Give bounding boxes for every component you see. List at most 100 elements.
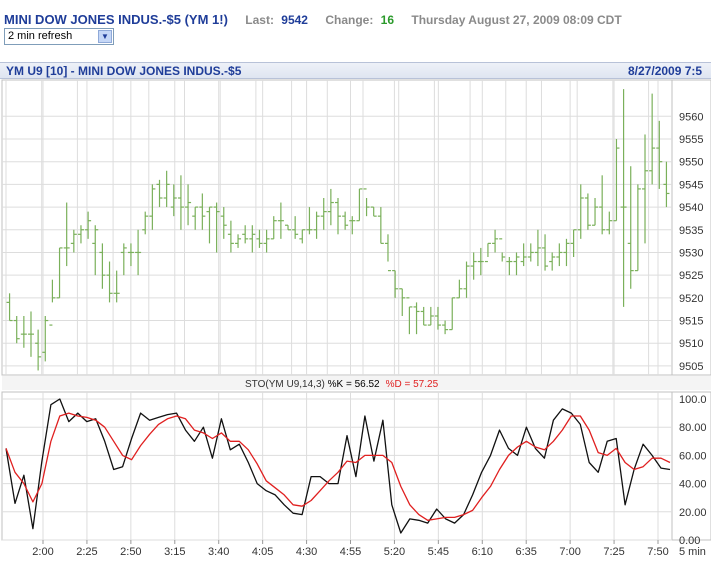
price-panel-frame	[1, 79, 711, 376]
sto-grid	[1, 391, 711, 541]
time-unit-label: 5 min	[679, 546, 706, 558]
price-tick-label: 9525	[679, 270, 703, 282]
price-bar	[42, 316, 49, 362]
time-tick-label: 4:55	[340, 546, 361, 558]
price-bar	[99, 243, 106, 289]
price-tick-label: 9555	[679, 134, 703, 146]
price-tick-label: 9535	[679, 225, 703, 237]
price-tick-label: 9560	[679, 111, 703, 123]
d-value-label: %D = 57.25	[386, 379, 439, 390]
price-bar	[384, 234, 391, 272]
price-bar	[327, 188, 334, 226]
price-bar	[285, 224, 292, 231]
price-bar	[56, 247, 63, 299]
price-bar	[563, 238, 570, 267]
price-bar	[177, 175, 184, 230]
price-grid	[1, 79, 711, 376]
price-bar	[642, 134, 649, 244]
sto-lines	[5, 398, 671, 534]
k-series-line	[5, 398, 671, 534]
price-bar	[313, 211, 320, 239]
time-tick-label: 3:40	[208, 546, 229, 558]
price-bar	[527, 243, 534, 262]
price-tick-label: 9505	[679, 361, 703, 373]
price-bar	[649, 93, 656, 185]
symbol-title[interactable]: MINI DOW JONES INDUS.-$5 (YM 1!)	[4, 12, 228, 27]
price-bar	[392, 270, 399, 298]
price-bar	[206, 206, 213, 244]
quote-datetime: Thursday August 27, 2009 08:09 CDT	[411, 13, 622, 27]
price-tick-label: 9540	[679, 202, 703, 214]
price-bar	[363, 188, 370, 217]
price-bar	[292, 216, 299, 239]
price-bar	[506, 257, 513, 276]
change-label: Change:	[325, 13, 374, 27]
price-bar	[185, 184, 192, 226]
price-bar	[463, 261, 470, 298]
price-bar	[427, 306, 434, 326]
sto-tick-label: 40.00	[679, 479, 707, 491]
price-bar	[149, 184, 156, 230]
price-bar	[335, 198, 341, 235]
price-bar	[434, 306, 441, 330]
time-axis: 2:00 2:25 2:50 3:15 3:40 4:05 4:30 4:55 5:20 5:45…	[32, 540, 706, 558]
price-bar	[92, 225, 99, 276]
price-bar	[656, 120, 663, 189]
time-tick-label: 5:20	[384, 546, 405, 558]
price-bar	[20, 316, 27, 348]
price-bar	[542, 234, 549, 271]
chart-date: 8/27/2009 7:5	[628, 64, 703, 78]
price-tick-label: 9520	[679, 293, 703, 305]
price-bar	[63, 202, 70, 267]
price-bar	[377, 207, 384, 244]
price-bar	[370, 206, 377, 217]
price-bar	[477, 247, 484, 276]
time-tick-label: 4:30	[296, 546, 317, 558]
price-tick-label: 9510	[679, 338, 703, 350]
price-bar	[70, 229, 77, 253]
time-tick-label: 6:10	[472, 546, 493, 558]
time-tick-label: 2:00	[32, 546, 53, 558]
price-bar	[13, 316, 20, 344]
time-tick-label: 2:25	[76, 546, 97, 558]
price-bar	[227, 220, 234, 253]
price-bar	[570, 229, 577, 257]
price-bar	[142, 211, 149, 235]
time-tick-label: 6:35	[516, 546, 537, 558]
price-bar	[534, 229, 541, 267]
price-bar	[77, 225, 84, 244]
refresh-select[interactable]: 2 min refresh ▼	[4, 28, 114, 45]
sto-tick-label: 80.00	[679, 422, 707, 434]
price-bar	[192, 206, 199, 230]
time-tick-label: 4:05	[252, 546, 273, 558]
sto-panel-frame	[1, 391, 711, 541]
sto-tick-label: 60.00	[679, 450, 707, 462]
chart-title: YM U9 [10] - MINI DOW JONES INDUS.-$5	[6, 64, 242, 78]
d-series-line	[5, 412, 671, 521]
price-bar	[470, 252, 477, 280]
price-tick-label: 9550	[679, 157, 703, 169]
price-bar	[592, 198, 599, 226]
price-bar	[220, 207, 227, 239]
refresh-selected-value: 2 min refresh	[8, 30, 73, 42]
price-bar	[320, 198, 327, 230]
price-bar	[349, 216, 356, 235]
last-value: 9542	[281, 13, 308, 27]
time-tick-label: 5:45	[428, 546, 449, 558]
sto-title-prefix: STO(YM U9,14,3)	[245, 379, 328, 390]
price-bar	[577, 184, 584, 239]
chart-header-bar: YM U9 [10] - MINI DOW JONES INDUS.-$5 8/…	[0, 62, 711, 79]
sto-tick-label: 0.00	[679, 535, 700, 547]
time-tick-label: 7:25	[603, 546, 624, 558]
price-bar	[156, 179, 163, 208]
price-bar	[634, 184, 641, 272]
price-bar	[584, 193, 591, 230]
price-bar	[556, 243, 563, 267]
chevron-down-icon[interactable]: ▼	[98, 30, 112, 43]
price-bar	[599, 175, 606, 235]
time-tick-label: 3:15	[164, 546, 185, 558]
price-bar	[35, 329, 42, 371]
price-bar	[356, 188, 363, 222]
price-bar	[163, 170, 170, 208]
